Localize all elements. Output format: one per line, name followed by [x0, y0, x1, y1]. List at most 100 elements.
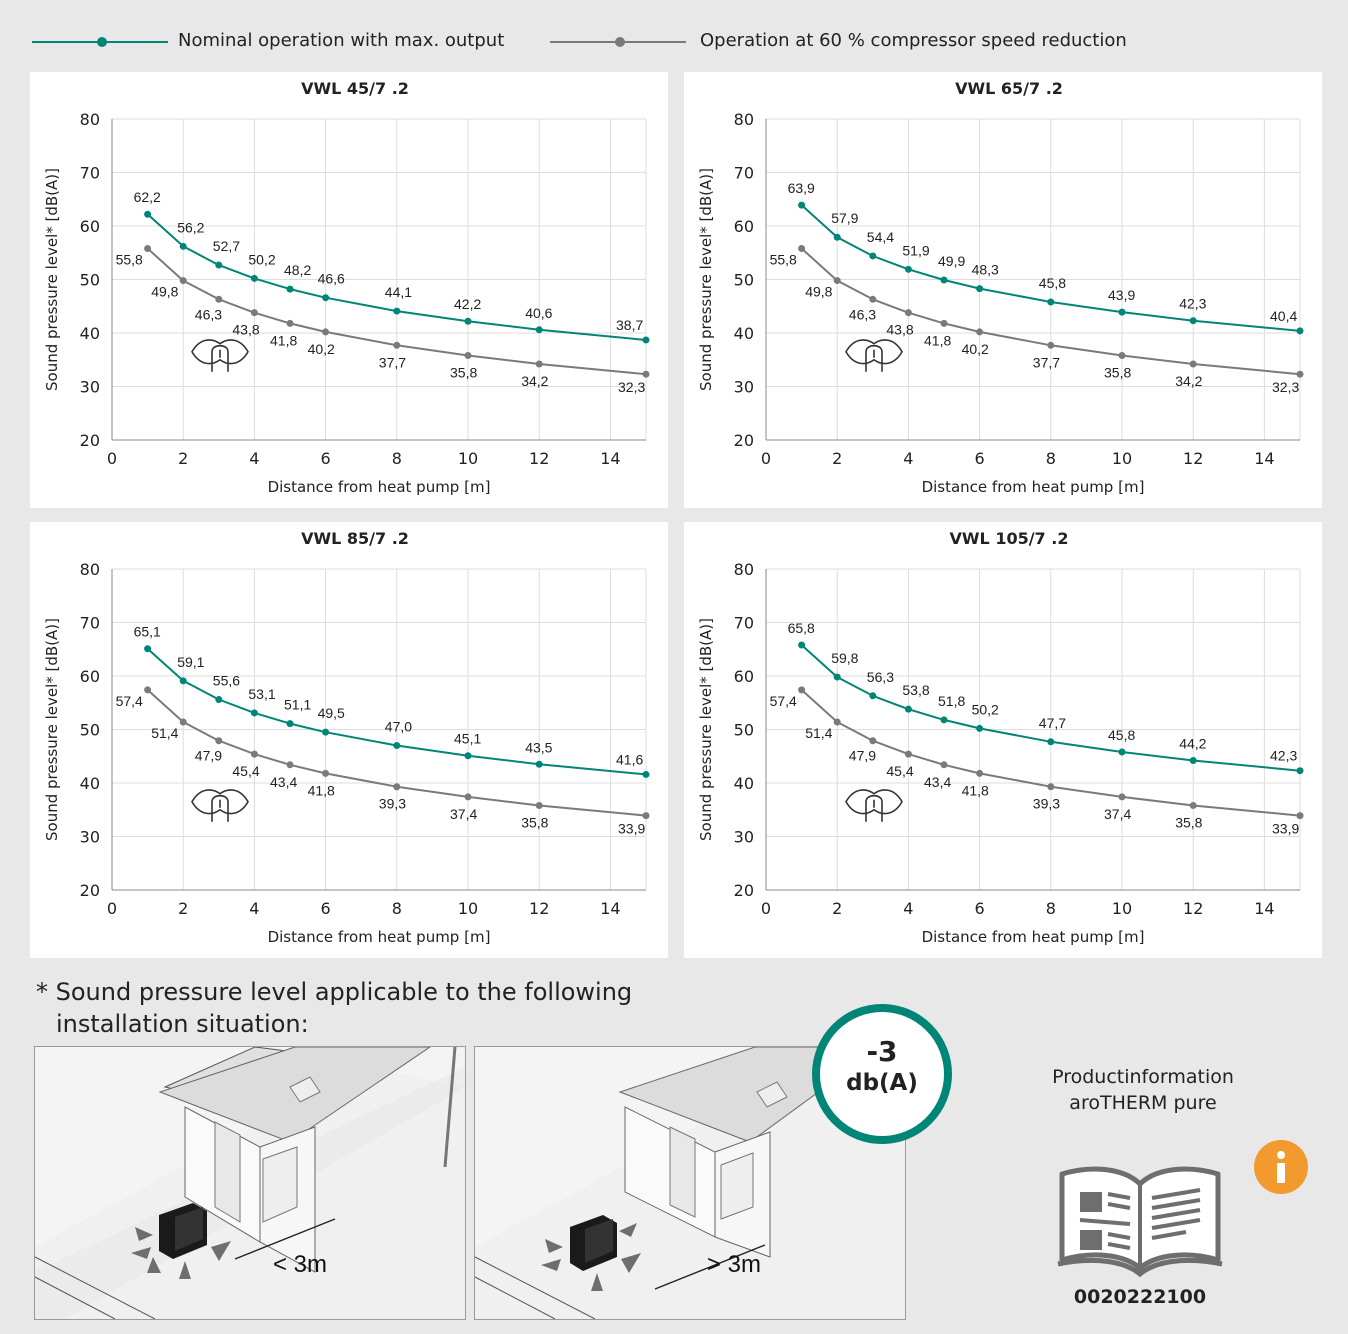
- data-label-reduced: 46,3: [849, 306, 876, 322]
- chart-panel-vwl-45: VWL 45/7 .2 20 30 40 50 60 70 80 0 2 4 6 8 10 12 14 Dist…: [30, 72, 668, 508]
- data-point-nominal: [144, 645, 152, 653]
- data-point-reduced: [833, 718, 841, 726]
- y-tick-label: 40: [734, 774, 754, 793]
- data-point-nominal: [1296, 327, 1304, 335]
- data-point-reduced: [1047, 783, 1055, 791]
- data-point-nominal: [904, 705, 912, 713]
- data-point-reduced: [322, 328, 330, 336]
- x-tick-label: 6: [975, 899, 985, 918]
- data-point-nominal: [1189, 757, 1197, 765]
- data-label-reduced: 37,4: [1104, 806, 1131, 822]
- data-point-nominal: [1047, 738, 1055, 746]
- data-point-reduced: [642, 812, 650, 820]
- data-label-nominal: 48,3: [972, 262, 999, 278]
- mouth-inner: [211, 794, 229, 822]
- data-point-nominal: [1189, 317, 1197, 325]
- data-point-nominal: [1047, 298, 1055, 306]
- data-point-nominal: [535, 326, 543, 334]
- mouth-inner: [211, 344, 229, 372]
- data-label-nominal: 45,1: [454, 731, 481, 747]
- y-tick-label: 40: [80, 324, 100, 343]
- x-tick-label: 2: [832, 449, 842, 468]
- y-tick-label: 50: [80, 271, 100, 290]
- data-label-reduced: 41,8: [962, 782, 989, 798]
- y-tick-label: 30: [734, 828, 754, 847]
- data-point-reduced: [976, 769, 984, 777]
- legend-swatch-reduced: [550, 37, 686, 47]
- data-point-nominal: [642, 336, 650, 344]
- data-point-nominal: [286, 285, 294, 293]
- product-info-line-1: Productinformation: [1052, 1066, 1234, 1088]
- y-tick-label: 20: [734, 881, 754, 900]
- data-point-reduced: [1047, 341, 1055, 349]
- data-point-reduced: [1296, 370, 1304, 378]
- data-point-nominal: [535, 760, 543, 768]
- x-axis-label: Distance from heat pump [m]: [268, 928, 491, 946]
- info-icon[interactable]: [1254, 1140, 1308, 1194]
- data-label-reduced: 41,8: [308, 782, 335, 798]
- legend-label-reduced: Operation at 60 % compressor speed reduc…: [700, 30, 1127, 51]
- data-label-nominal: 40,4: [1270, 308, 1297, 324]
- data-point-reduced: [393, 341, 401, 349]
- data-point-nominal: [464, 752, 472, 760]
- house-near-wall-illustration: < 3m: [35, 1047, 465, 1319]
- series-line-reduced: [146, 689, 647, 817]
- data-point-nominal: [215, 261, 223, 269]
- x-tick-label: 2: [178, 899, 188, 918]
- x-tick-label: 0: [761, 449, 771, 468]
- data-label-reduced: 43,4: [270, 774, 297, 790]
- data-label-nominal: 45,8: [1039, 275, 1066, 291]
- x-tick-label: 2: [832, 899, 842, 918]
- data-label-nominal: 54,4: [867, 229, 894, 245]
- scene-2-distance-label: > 3m: [707, 1251, 761, 1278]
- data-label-reduced: 40,2: [962, 341, 989, 357]
- data-label-reduced: 46,3: [195, 306, 222, 322]
- footnote-line-1: * Sound pressure level applicable to the…: [36, 978, 633, 1006]
- badge-value: -3: [866, 1035, 898, 1068]
- data-point-nominal: [322, 294, 330, 302]
- data-point-reduced: [940, 761, 948, 769]
- data-point-nominal: [250, 709, 258, 717]
- data-label-nominal: 47,0: [385, 719, 412, 735]
- data-point-nominal: [322, 728, 330, 736]
- scene-1-distance-label: < 3m: [273, 1251, 327, 1278]
- data-label-nominal: 52,7: [213, 238, 240, 254]
- data-label-nominal: 49,5: [318, 705, 345, 721]
- data-label-nominal: 44,2: [1179, 736, 1206, 752]
- data-label-nominal: 62,2: [134, 189, 161, 205]
- data-label-nominal: 63,9: [788, 180, 815, 196]
- y-tick-label: 60: [734, 667, 754, 686]
- installation-scene-far-from-wall: > 3m: [474, 1046, 906, 1320]
- data-label-reduced: 35,8: [1104, 364, 1131, 380]
- mouth-inner: [865, 794, 883, 822]
- mouth-icon: [845, 789, 903, 822]
- data-point-nominal: [144, 210, 152, 218]
- data-point-reduced: [1118, 351, 1126, 359]
- data-label-reduced: 37,4: [450, 806, 477, 822]
- data-label-nominal: 38,7: [616, 317, 643, 333]
- x-tick-label: 8: [392, 899, 402, 918]
- mouth-icon: [191, 789, 249, 822]
- data-label-reduced: 33,9: [618, 821, 645, 837]
- data-label-reduced: 49,8: [151, 284, 178, 300]
- data-label-reduced: 55,8: [770, 251, 797, 267]
- legend-swatch-nominal: [32, 37, 168, 47]
- chart-vwl-65: VWL 65/7 .2 20 30 40 50 60 70 80 0 2 4 6 8 10 12 14 Dist…: [697, 79, 1304, 496]
- data-point-reduced: [904, 750, 912, 758]
- chart-vwl-85: VWL 85/7 .2 20 30 40 50 60 70 80 0 2 4 6 8 10 12 14 Dist…: [43, 529, 650, 946]
- x-tick-label: 4: [903, 899, 913, 918]
- data-label-reduced: 35,8: [450, 364, 477, 380]
- data-label-nominal: 48,2: [284, 262, 311, 278]
- data-label-reduced: 39,3: [379, 796, 406, 812]
- data-label-reduced: 57,4: [116, 693, 143, 709]
- x-tick-label: 6: [321, 899, 331, 918]
- data-point-nominal: [393, 307, 401, 315]
- y-tick-label: 70: [80, 614, 100, 633]
- data-point-reduced: [1189, 360, 1197, 368]
- data-label-nominal: 42,2: [454, 296, 481, 312]
- x-tick-label: 6: [975, 449, 985, 468]
- y-tick-label: 50: [734, 721, 754, 740]
- data-point-reduced: [322, 769, 330, 777]
- footnote-line-2: installation situation:: [56, 1010, 309, 1038]
- data-label-reduced: 49,8: [805, 284, 832, 300]
